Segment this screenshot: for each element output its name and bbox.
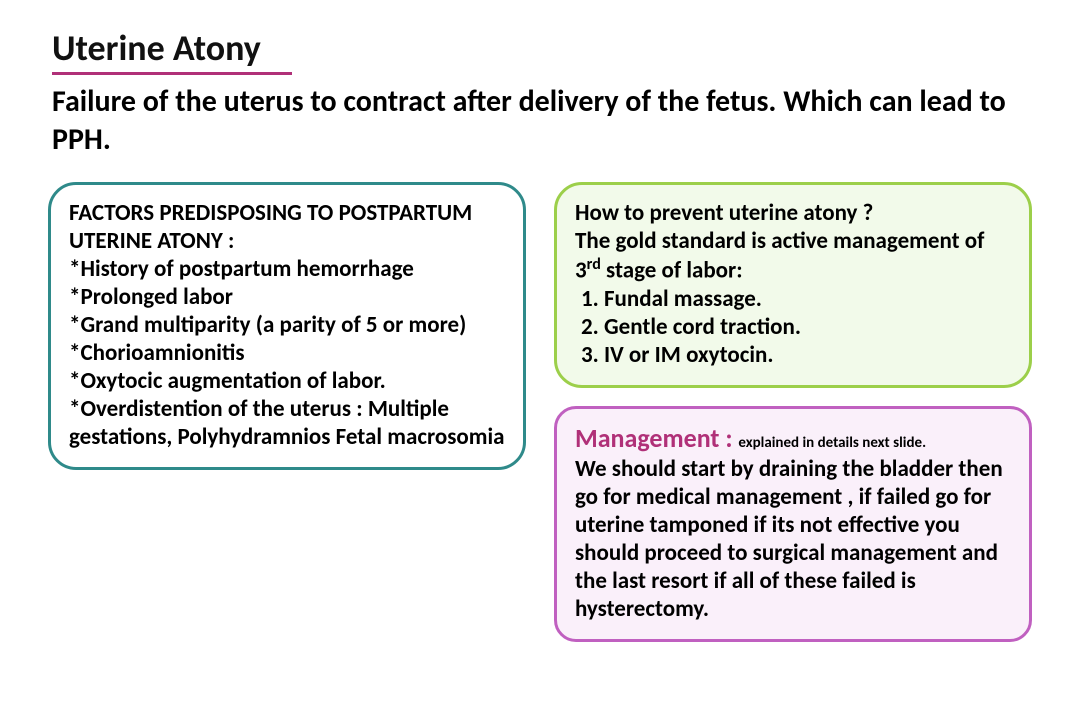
factor-item: *Overdistention of the uterus : Multiple… xyxy=(69,395,505,451)
factors-box: FACTORS PREDISPOSING TO POSTPARTUM UTERI… xyxy=(48,182,526,470)
prevention-intro: The gold standard is active management o… xyxy=(575,227,1011,285)
management-note: explained in details next slide. xyxy=(738,434,926,452)
prevention-step: 2. Gentle cord traction. xyxy=(581,313,1011,341)
management-body: We should start by draining the bladder … xyxy=(575,455,1011,623)
title-underline xyxy=(52,72,292,75)
prevention-intro-b: stage of labor: xyxy=(601,257,743,285)
slide-title: Uterine Atony xyxy=(48,26,1032,70)
left-column: FACTORS PREDISPOSING TO POSTPARTUM UTERI… xyxy=(48,182,526,642)
factor-item: *Chorioamnionitis xyxy=(69,339,505,367)
management-header: Management : explained in details next s… xyxy=(575,423,1011,455)
content-columns: FACTORS PREDISPOSING TO POSTPARTUM UTERI… xyxy=(48,182,1032,642)
prevention-heading: How to prevent uterine atony ? xyxy=(575,199,1011,227)
factor-item: *Grand multiparity (a parity of 5 or mor… xyxy=(69,311,505,339)
slide-subtitle: Failure of the uterus to contract after … xyxy=(48,83,1032,158)
prevention-intro-sup: rd xyxy=(587,255,601,274)
factor-item: *Oxytocic augmentation of labor. xyxy=(69,367,505,395)
factors-heading: FACTORS PREDISPOSING TO POSTPARTUM UTERI… xyxy=(69,199,505,255)
factor-item: *History of postpartum hemorrhage xyxy=(69,255,505,283)
management-box: Management : explained in details next s… xyxy=(554,406,1032,642)
management-lead: Management : xyxy=(575,422,738,454)
prevention-step: 1. Fundal massage. xyxy=(581,285,1011,313)
slide: Uterine Atony Failure of the uterus to c… xyxy=(0,0,1080,720)
prevention-box: How to prevent uterine atony ? The gold … xyxy=(554,182,1032,388)
factor-item: *Prolonged labor xyxy=(69,283,505,311)
right-column: How to prevent uterine atony ? The gold … xyxy=(554,182,1032,642)
prevention-step: 3. IV or IM oxytocin. xyxy=(581,341,1011,369)
